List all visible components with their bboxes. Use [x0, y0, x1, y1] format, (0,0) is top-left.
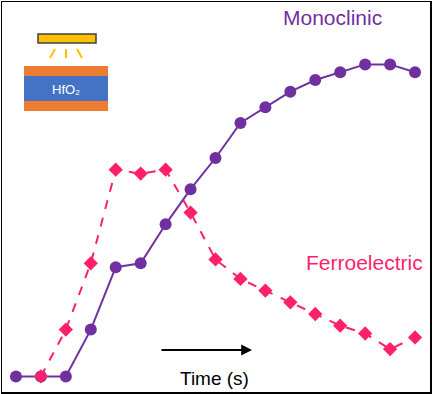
svg-text:Monoclinic: Monoclinic — [283, 6, 382, 29]
svg-text:Ferroelectric: Ferroelectric — [306, 251, 423, 274]
svg-text:HfO₂: HfO₂ — [52, 82, 80, 97]
svg-text:Time (s): Time (s) — [180, 368, 249, 389]
